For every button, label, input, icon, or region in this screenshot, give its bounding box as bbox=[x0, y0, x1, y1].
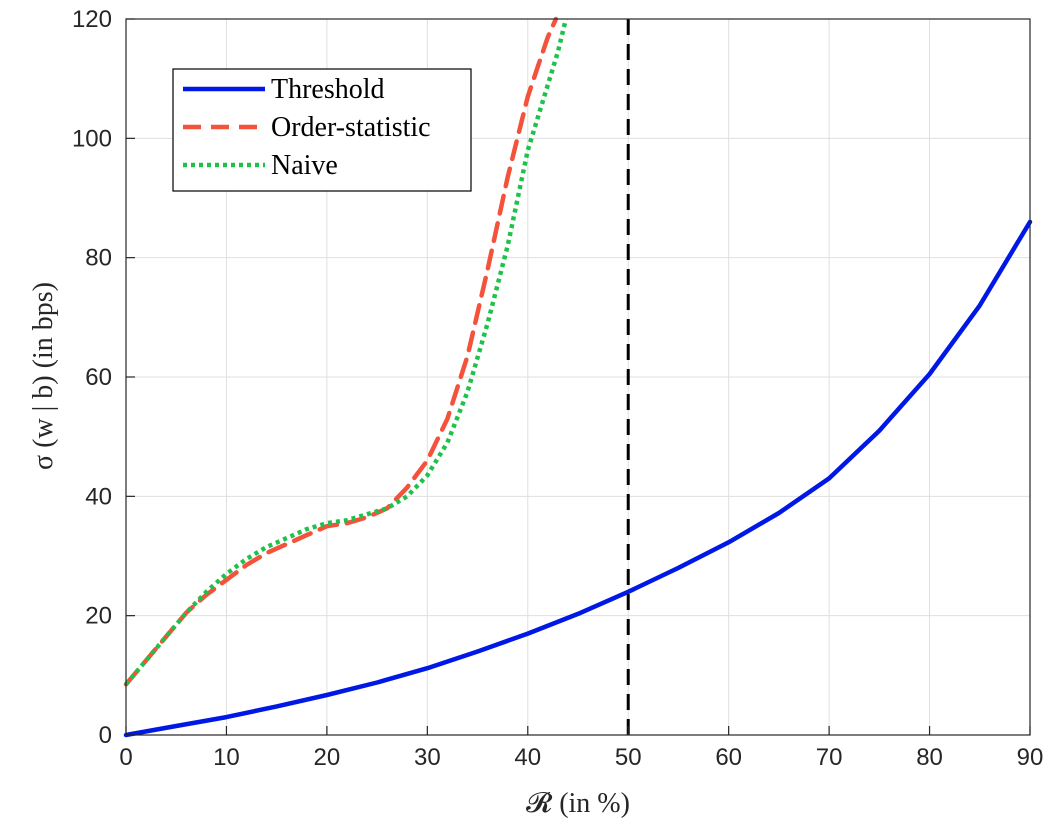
x-axis-label: 𝓡 (in %) bbox=[526, 788, 630, 819]
legend-label: Threshold bbox=[271, 74, 385, 105]
x-tick-label: 90 bbox=[1017, 744, 1044, 771]
series-line-threshold bbox=[123, 219, 1033, 738]
legend-label: Order-statistic bbox=[271, 112, 431, 143]
x-tick-label: 20 bbox=[314, 744, 341, 771]
tick-labels: 0 10 20 30 40 50 60 70 80 90 0 20 40 60 80 100 120 bbox=[72, 6, 1043, 771]
y-tick-label: 0 bbox=[99, 722, 112, 749]
x-tick-label: 50 bbox=[615, 744, 642, 771]
y-axis-label: σ (w | b) (in bps) bbox=[28, 282, 59, 470]
x-tick-label: 30 bbox=[414, 744, 441, 771]
y-tick-label: 60 bbox=[85, 364, 112, 391]
ticks bbox=[125, 18, 1031, 736]
x-tick-label: 0 bbox=[119, 744, 132, 771]
x-tick-label: 10 bbox=[213, 744, 240, 771]
x-tick-label: 60 bbox=[715, 744, 742, 771]
x-tick-label: 40 bbox=[514, 744, 541, 771]
x-tick-label: 80 bbox=[916, 744, 943, 771]
x-tick-label: 70 bbox=[816, 744, 843, 771]
y-tick-label: 40 bbox=[85, 483, 112, 510]
y-tick-label: 120 bbox=[72, 6, 112, 33]
y-tick-label: 20 bbox=[85, 603, 112, 630]
legend-entries: Threshold Order-statistic Naive bbox=[183, 74, 431, 181]
legend: Threshold Order-statistic Naive bbox=[172, 68, 472, 192]
y-tick-label: 80 bbox=[85, 245, 112, 272]
series-layer bbox=[123, 16, 1033, 738]
legend-label: Naive bbox=[271, 150, 338, 181]
y-tick-label: 100 bbox=[72, 125, 112, 152]
